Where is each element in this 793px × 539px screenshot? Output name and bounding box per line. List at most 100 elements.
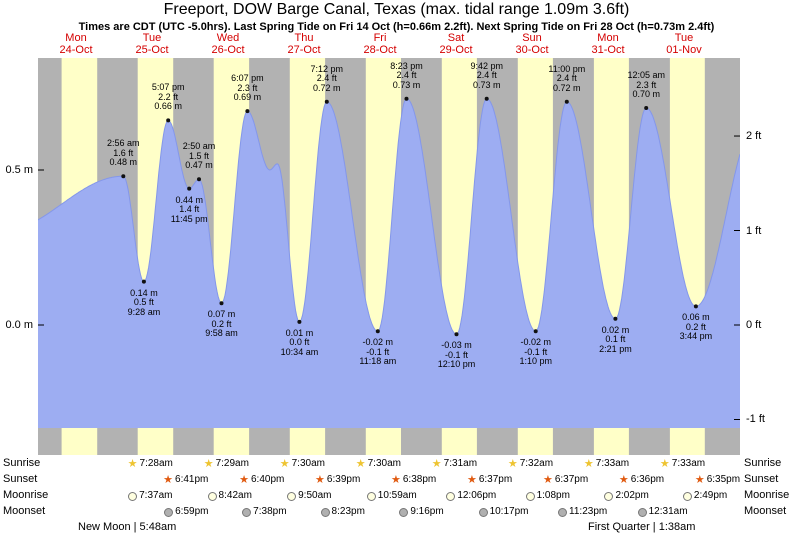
annotation-line: 2.3 ft [636, 79, 657, 90]
y-axis-label-right: -1 ft [746, 413, 765, 426]
moonset-time: 9:16pm [410, 506, 444, 517]
sunrise-entry: ★ 7:30am [280, 458, 325, 470]
sunset-star-icon: ★ [694, 473, 705, 486]
tide-plot: 2:56 am 1.6 ft 0.48 m 0.14 m 0.5 ft 9:28 am 5:… [38, 58, 740, 455]
annotation-line: 2.4 ft [316, 73, 337, 84]
day-label: Sat 29-Oct [439, 32, 473, 56]
page-title: Freeport, DOW Barge Canal, Texas (max. t… [163, 1, 630, 18]
moonset-entry: 11:23pm [558, 506, 607, 518]
y-axis-label-left: 0.5 m [5, 164, 33, 176]
sunrise-entry: ★ 7:30am [356, 458, 401, 470]
sunset-star-icon: ★ [315, 473, 325, 486]
moonset-row-label-right: Moonset [744, 505, 787, 517]
tide-high-dot [404, 96, 409, 101]
annotation-line: -0.1 ft [524, 346, 548, 357]
annotation-line: 2:50 am [182, 141, 216, 152]
annotation-line: -0.03 m [441, 340, 472, 351]
annotation-line: 11:45 pm [170, 213, 208, 224]
annotation-line: 0.47 m [185, 160, 213, 171]
sunrise-entry: ★ 7:32am [508, 458, 553, 470]
moonrise-entry: 2:49pm [682, 490, 727, 502]
moonrise-entry: 1:08pm [525, 490, 570, 502]
tide-high-annotation: 7:12 pm 2.4 ft 0.72 m [310, 63, 344, 94]
sunrise-time: 7:28am [139, 458, 173, 469]
sunrise-time: 7:29am [215, 458, 249, 469]
tide-low-annotation: -0.02 m -0.1 ft 11:18 am [359, 338, 396, 367]
annotation-line: 0.01 m [285, 327, 314, 338]
tide-low-annotation: 0.02 m 0.1 ft 2:21 pm [599, 324, 632, 355]
sunset-time: 6:37pm [554, 474, 589, 485]
sunrise-time: 7:33am [595, 458, 630, 469]
sunset-entry: ★ 6:38pm [391, 474, 436, 486]
tide-high-dot [121, 174, 126, 179]
sunset-time: 6:36pm [630, 474, 665, 485]
sunrise-time: 7:33am [671, 458, 706, 469]
tide-low-dot [454, 332, 459, 337]
tide-low-annotation: 0.07 m 0.2 ft 9:58 am [205, 310, 238, 339]
sunset-time: 6:40pm [250, 474, 285, 485]
tide-low-dot [297, 319, 302, 324]
tide-high-annotation: 6:07 pm 2.3 ft 0.69 m [231, 74, 264, 103]
annotation-line: 2.4 ft [396, 70, 417, 81]
annotation-line: 9:42 pm [470, 60, 503, 71]
sunset-time: 6:39pm [326, 474, 361, 485]
moonset-entry: 7:38pm [242, 506, 287, 518]
moonset-entry: 12:31am [637, 506, 688, 518]
moonset-time: 11:23pm [569, 506, 608, 517]
day-label: Tue 01-Nov [666, 32, 702, 56]
sunset-entry: ★ 6:37pm [543, 474, 588, 486]
tide-high-dot [484, 96, 489, 101]
annotation-line: -0.02 m [520, 337, 551, 348]
sunset-time: 6:38pm [402, 474, 437, 485]
moonrise-time: 12:06pm [457, 490, 497, 501]
sunrise-star-icon: ★ [127, 457, 138, 470]
tide-low-annotation: 0.01 m 0.0 ft 10:34 am [281, 327, 319, 358]
annotation-line: 2:56 am [107, 138, 140, 149]
sunset-entry: ★ 6:36pm [619, 474, 664, 486]
day-label: Tue 25-Oct [135, 32, 169, 56]
sunrise-time: 7:32am [519, 458, 554, 469]
tide-high-annotation: 11:00 pm 2.4 ft 0.72 m [548, 64, 585, 94]
tide-high-dot [644, 106, 649, 110]
annotation-line: 9:28 am [127, 306, 161, 317]
moonrise-time: 10:59am [377, 490, 417, 501]
moonrise-time: 2:02pm [615, 490, 649, 501]
tide-low-dot [141, 279, 146, 284]
annotation-line: 5:07 pm [151, 82, 185, 93]
tide-high-annotation: 8:23 pm 2.4 ft 0.73 m [390, 61, 423, 91]
annotation-line: 11:18 am [359, 356, 397, 367]
moonrise-row-label-left: Moonrise [3, 489, 49, 501]
day-label: Mon 24-Oct [59, 32, 93, 56]
moonset-moon-icon [164, 507, 174, 517]
annotation-line: 6:07 pm [231, 73, 264, 84]
annotation-line: 0.73 m [472, 79, 501, 90]
tide-low-annotation: -0.02 m -0.1 ft 1:10 pm [519, 338, 552, 367]
tide-low-dot [533, 329, 538, 334]
sunset-star-icon: ★ [391, 473, 401, 486]
moonset-entry: 8:23pm [320, 506, 365, 518]
annotation-line: 0.69 m [233, 92, 262, 103]
moonrise-entry: 2:02pm [604, 490, 649, 502]
annotation-line: 1.4 ft [179, 204, 200, 215]
moonset-entry: 6:59pm [164, 506, 208, 518]
sunrise-star-icon: ★ [659, 457, 670, 470]
moonset-moon-icon [478, 507, 488, 517]
tide-low-dot [375, 329, 380, 334]
tide-high-dot [197, 177, 201, 182]
tide-low-dot [613, 316, 618, 321]
tide-high-annotation: 12:05 am 2.3 ft 0.70 m [627, 70, 665, 100]
annotation-line: 1.5 ft [188, 150, 209, 161]
sunrise-star-icon: ★ [279, 457, 290, 470]
annotation-line: 2:21 pm [599, 343, 632, 354]
tide-high-annotation: 5:07 pm 2.2 ft 0.66 m [152, 83, 185, 112]
annotation-line: 0.72 m [553, 82, 581, 93]
sunset-entry: ★ 6:37pm [467, 474, 512, 486]
moonrise-moon-icon [446, 491, 456, 501]
moonset-time: 8:23pm [331, 506, 365, 517]
annotation-line: 2.4 ft [556, 73, 577, 84]
annotation-line: 7:12 pm [310, 63, 344, 74]
annotation-line: 0.2 ft [685, 321, 706, 332]
annotation-line: 0.02 m [601, 324, 630, 335]
moonrise-time: 1:08pm [536, 490, 570, 501]
sunset-entry: ★ 6:40pm [239, 474, 284, 486]
